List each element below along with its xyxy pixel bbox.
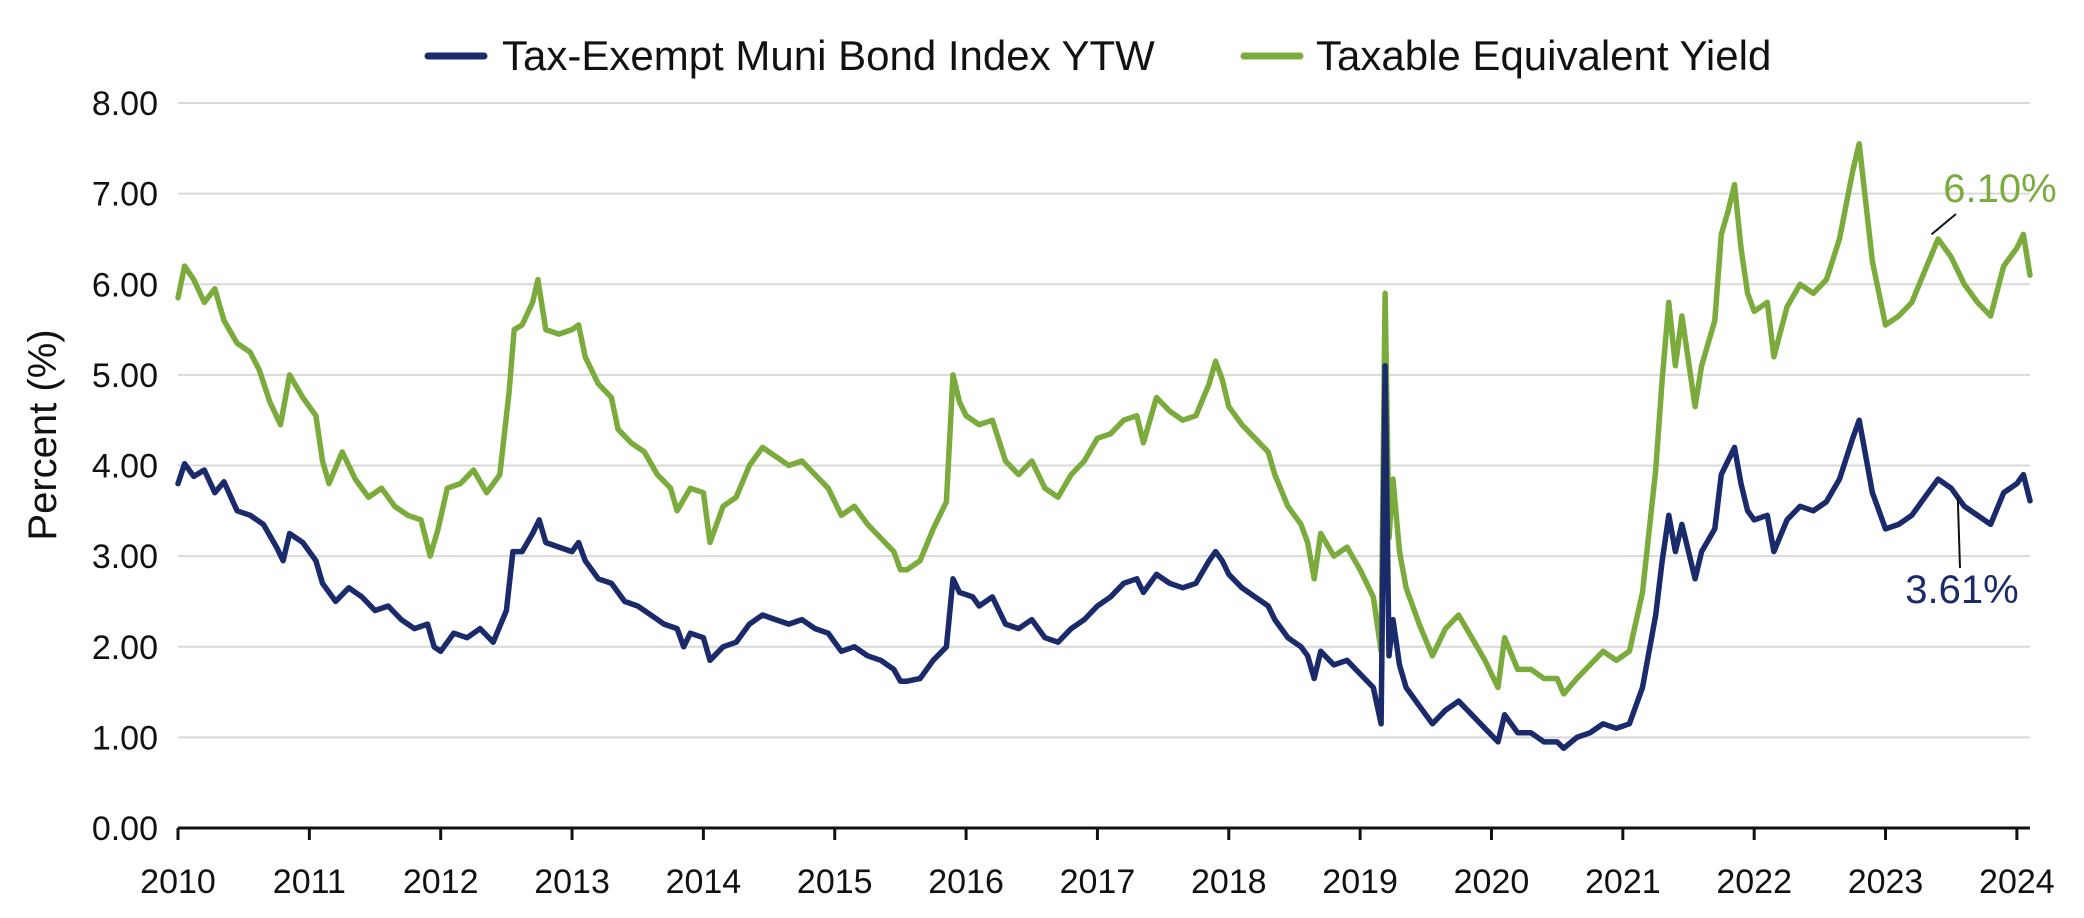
- x-tick-label: 2019: [1322, 863, 1398, 901]
- y-tick-label: 8.00: [92, 85, 158, 123]
- y-tick-label: 1.00: [92, 719, 158, 757]
- end-label-taxable: 6.10%: [1943, 167, 2056, 211]
- series-line-taxable-equivalent-yield: [175, 141, 2033, 697]
- x-tick-label: 2021: [1585, 863, 1661, 901]
- x-tick-label: 2010: [140, 863, 216, 901]
- y-tick-label: 2.00: [92, 629, 158, 667]
- end-label-muni: 3.61%: [1905, 568, 2018, 612]
- y-tick-label: 0.00: [92, 810, 158, 848]
- end-label-taxable-leader: [1930, 213, 1957, 236]
- y-tick-label: 6.00: [92, 266, 158, 304]
- x-tick-label: 2016: [928, 863, 1004, 901]
- y-tick-label: 5.00: [92, 357, 158, 395]
- legend-label-taxable: Taxable Equivalent Yield: [1316, 32, 1771, 79]
- x-tick-label: 2011: [273, 863, 346, 901]
- x-tick-label: 2012: [403, 863, 479, 901]
- x-tick-label: 2024: [1979, 863, 2055, 901]
- y-axis-label: Percent (%): [21, 329, 65, 540]
- plot-area: [175, 141, 2033, 752]
- y-tick-label: 4.00: [92, 448, 158, 486]
- x-tick-label: 2013: [534, 863, 610, 901]
- legend-label-muni: Tax-Exempt Muni Bond Index YTW: [502, 32, 1155, 79]
- y-tick-label: 3.00: [92, 538, 158, 576]
- x-tick-label: 2017: [1060, 863, 1136, 901]
- end-label-muni-leader: [1956, 497, 1961, 569]
- y-axis-ticks: 0.00 1.00 2.00 3.00 4.00 5.00 6.00 7.00 8.00: [92, 85, 158, 848]
- x-tick-label: 2014: [666, 863, 742, 901]
- legend: Tax-Exempt Muni Bond Index YTW Taxable E…: [424, 32, 1771, 79]
- x-tick-label: 2018: [1191, 863, 1267, 901]
- x-tick-label: 2015: [797, 863, 873, 901]
- x-tick-label: 2023: [1848, 863, 1924, 901]
- y-tick-label: 7.00: [92, 176, 158, 214]
- x-axis-ticks: 2010 2011 2012 2013 2014 2015 2016 2017 2018 2019…: [140, 828, 2055, 901]
- x-tick-label: 2020: [1454, 863, 1530, 901]
- series-line-tax-exempt-muni: [175, 363, 2033, 752]
- x-tick-label: 2022: [1716, 863, 1792, 901]
- gridlines: [178, 102, 2030, 739]
